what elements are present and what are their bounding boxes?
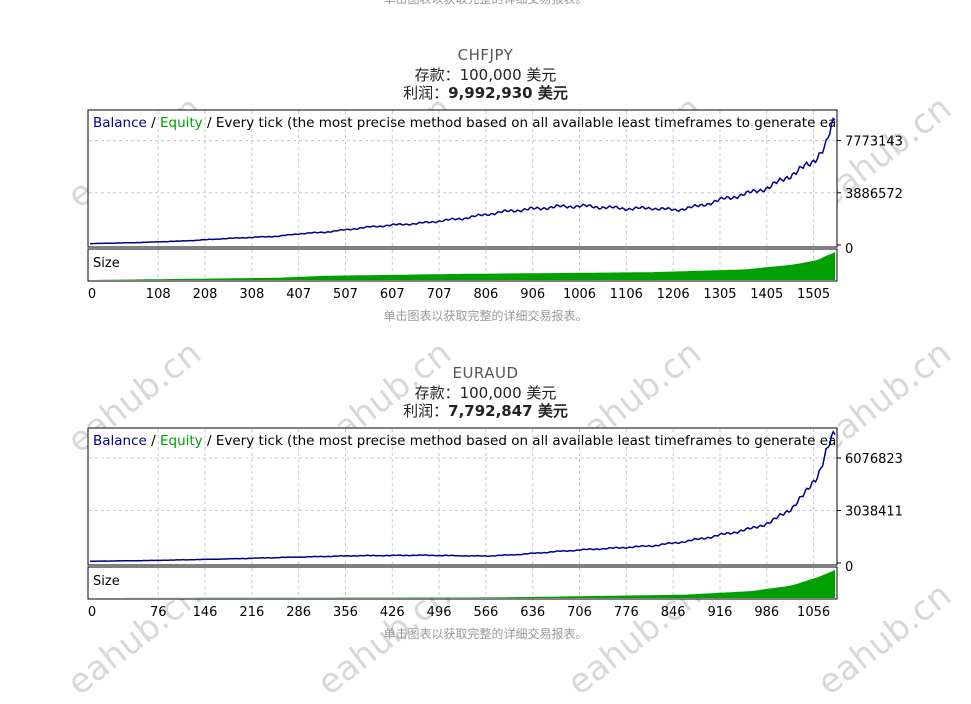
y-tick-label: 0 [845, 242, 853, 257]
size-label: Size [93, 574, 120, 589]
y-tick-label: 3886572 [845, 187, 903, 202]
x-tick-label: 76 [150, 605, 167, 620]
x-tick-label: 906 [520, 287, 545, 302]
x-tick-label: 0 [88, 605, 96, 620]
x-tick-label: 0 [88, 287, 96, 302]
deposit-unit: 美元 [521, 384, 557, 402]
x-tick-label: 566 [473, 605, 498, 620]
x-tick-label: 846 [661, 605, 686, 620]
x-tick-label: 1305 [703, 287, 736, 302]
profit-unit: 美元 [532, 402, 568, 420]
plot-area [87, 109, 838, 248]
x-tick-label: 286 [286, 605, 311, 620]
x-tick-label: 1505 [797, 287, 830, 302]
x-tick-label: 1206 [657, 287, 690, 302]
x-tick-label: 1405 [750, 287, 783, 302]
balance-line [89, 430, 836, 563]
y-tick-label: 6076823 [845, 452, 903, 467]
x-tick-label: 216 [239, 605, 264, 620]
top-caption[interactable]: 单击图表以获取完整的详细交易报表。 [0, 0, 971, 6]
y-tick-label: 7773143 [845, 135, 903, 150]
legend-equity: Equity [160, 115, 203, 131]
x-tick-label: 108 [146, 287, 171, 302]
size-label: Size [93, 256, 120, 271]
x-tick-label: 636 [520, 605, 545, 620]
x-tick-label: 308 [239, 287, 264, 302]
chart-legend: Balance / Equity / Every tick (the most … [93, 433, 929, 449]
x-tick-label: 356 [333, 605, 358, 620]
symbol-title: CHFJPY [457, 46, 514, 64]
x-tick-label: 1056 [797, 605, 830, 620]
x-tick-label: 208 [193, 287, 218, 302]
deposit-label: 存款： [414, 384, 460, 402]
symbol-title: EURAUD [452, 364, 519, 382]
profit-label: 利润： [403, 84, 449, 102]
profit-value: 7,792,847 [448, 402, 533, 420]
x-tick-label: 706 [567, 605, 592, 620]
x-tick-label: 986 [754, 605, 779, 620]
x-tick-label: 496 [427, 605, 452, 620]
x-tick-label: 607 [380, 287, 405, 302]
legend-separator: / [203, 433, 216, 449]
bottom-caption[interactable]: 单击图表以获取完整的详细交易报表。 [383, 627, 588, 641]
y-tick-label: 0 [845, 560, 853, 575]
deposit-unit: 美元 [521, 66, 557, 84]
x-tick-label: 1006 [563, 287, 596, 302]
balance-chart[interactable]: 0 76 146 216 286 356 426 496 566 636 706 776 846 916 9… [0, 418, 971, 628]
x-tick-label: 1106 [610, 287, 643, 302]
x-tick-label: 776 [614, 605, 639, 620]
chart-legend: Balance / Equity / Every tick (the most … [93, 115, 929, 131]
legend-separator: / [203, 115, 216, 131]
deposit-value: 100,000 [459, 384, 522, 402]
legend-equity: Equity [160, 433, 203, 449]
legend-separator: / [147, 433, 160, 449]
deposit-line: 存款：100,000 美元 [0, 382, 971, 403]
x-tick-label: 426 [380, 605, 405, 620]
legend-description: Every tick (the most precise method base… [216, 115, 929, 131]
profit-line: 利润：9,992,930 美元 [0, 82, 971, 103]
x-tick-label: 407 [286, 287, 311, 302]
size-area [90, 252, 835, 280]
plot-area [87, 427, 838, 566]
size-panel [87, 566, 838, 600]
x-tick-label: 916 [708, 605, 733, 620]
legend-balance: Balance [93, 433, 147, 449]
x-tick-label: 146 [193, 605, 218, 620]
profit-line: 利润：7,792,847 美元 [0, 400, 971, 421]
y-tick-label: 3038411 [845, 505, 903, 520]
legend-description: Every tick (the most precise method base… [216, 433, 929, 449]
profit-label: 利润： [403, 402, 449, 420]
x-tick-label: 806 [473, 287, 498, 302]
deposit-label: 存款： [414, 66, 460, 84]
size-area [90, 570, 835, 598]
x-tick-label: 707 [427, 287, 452, 302]
balance-line [89, 117, 836, 245]
profit-unit: 美元 [532, 84, 568, 102]
x-tick-label: 507 [333, 287, 358, 302]
deposit-line: 存款：100,000 美元 [0, 64, 971, 85]
chart-caption[interactable]: 单击图表以获取完整的详细交易报表。 [383, 309, 588, 323]
balance-chart[interactable]: 0 108 208 308 407 507 607 707 806 906 1006 1106 1206… [0, 100, 971, 310]
profit-value: 9,992,930 [448, 84, 533, 102]
legend-separator: / [147, 115, 160, 131]
deposit-value: 100,000 [459, 66, 522, 84]
legend-balance: Balance [93, 115, 147, 131]
